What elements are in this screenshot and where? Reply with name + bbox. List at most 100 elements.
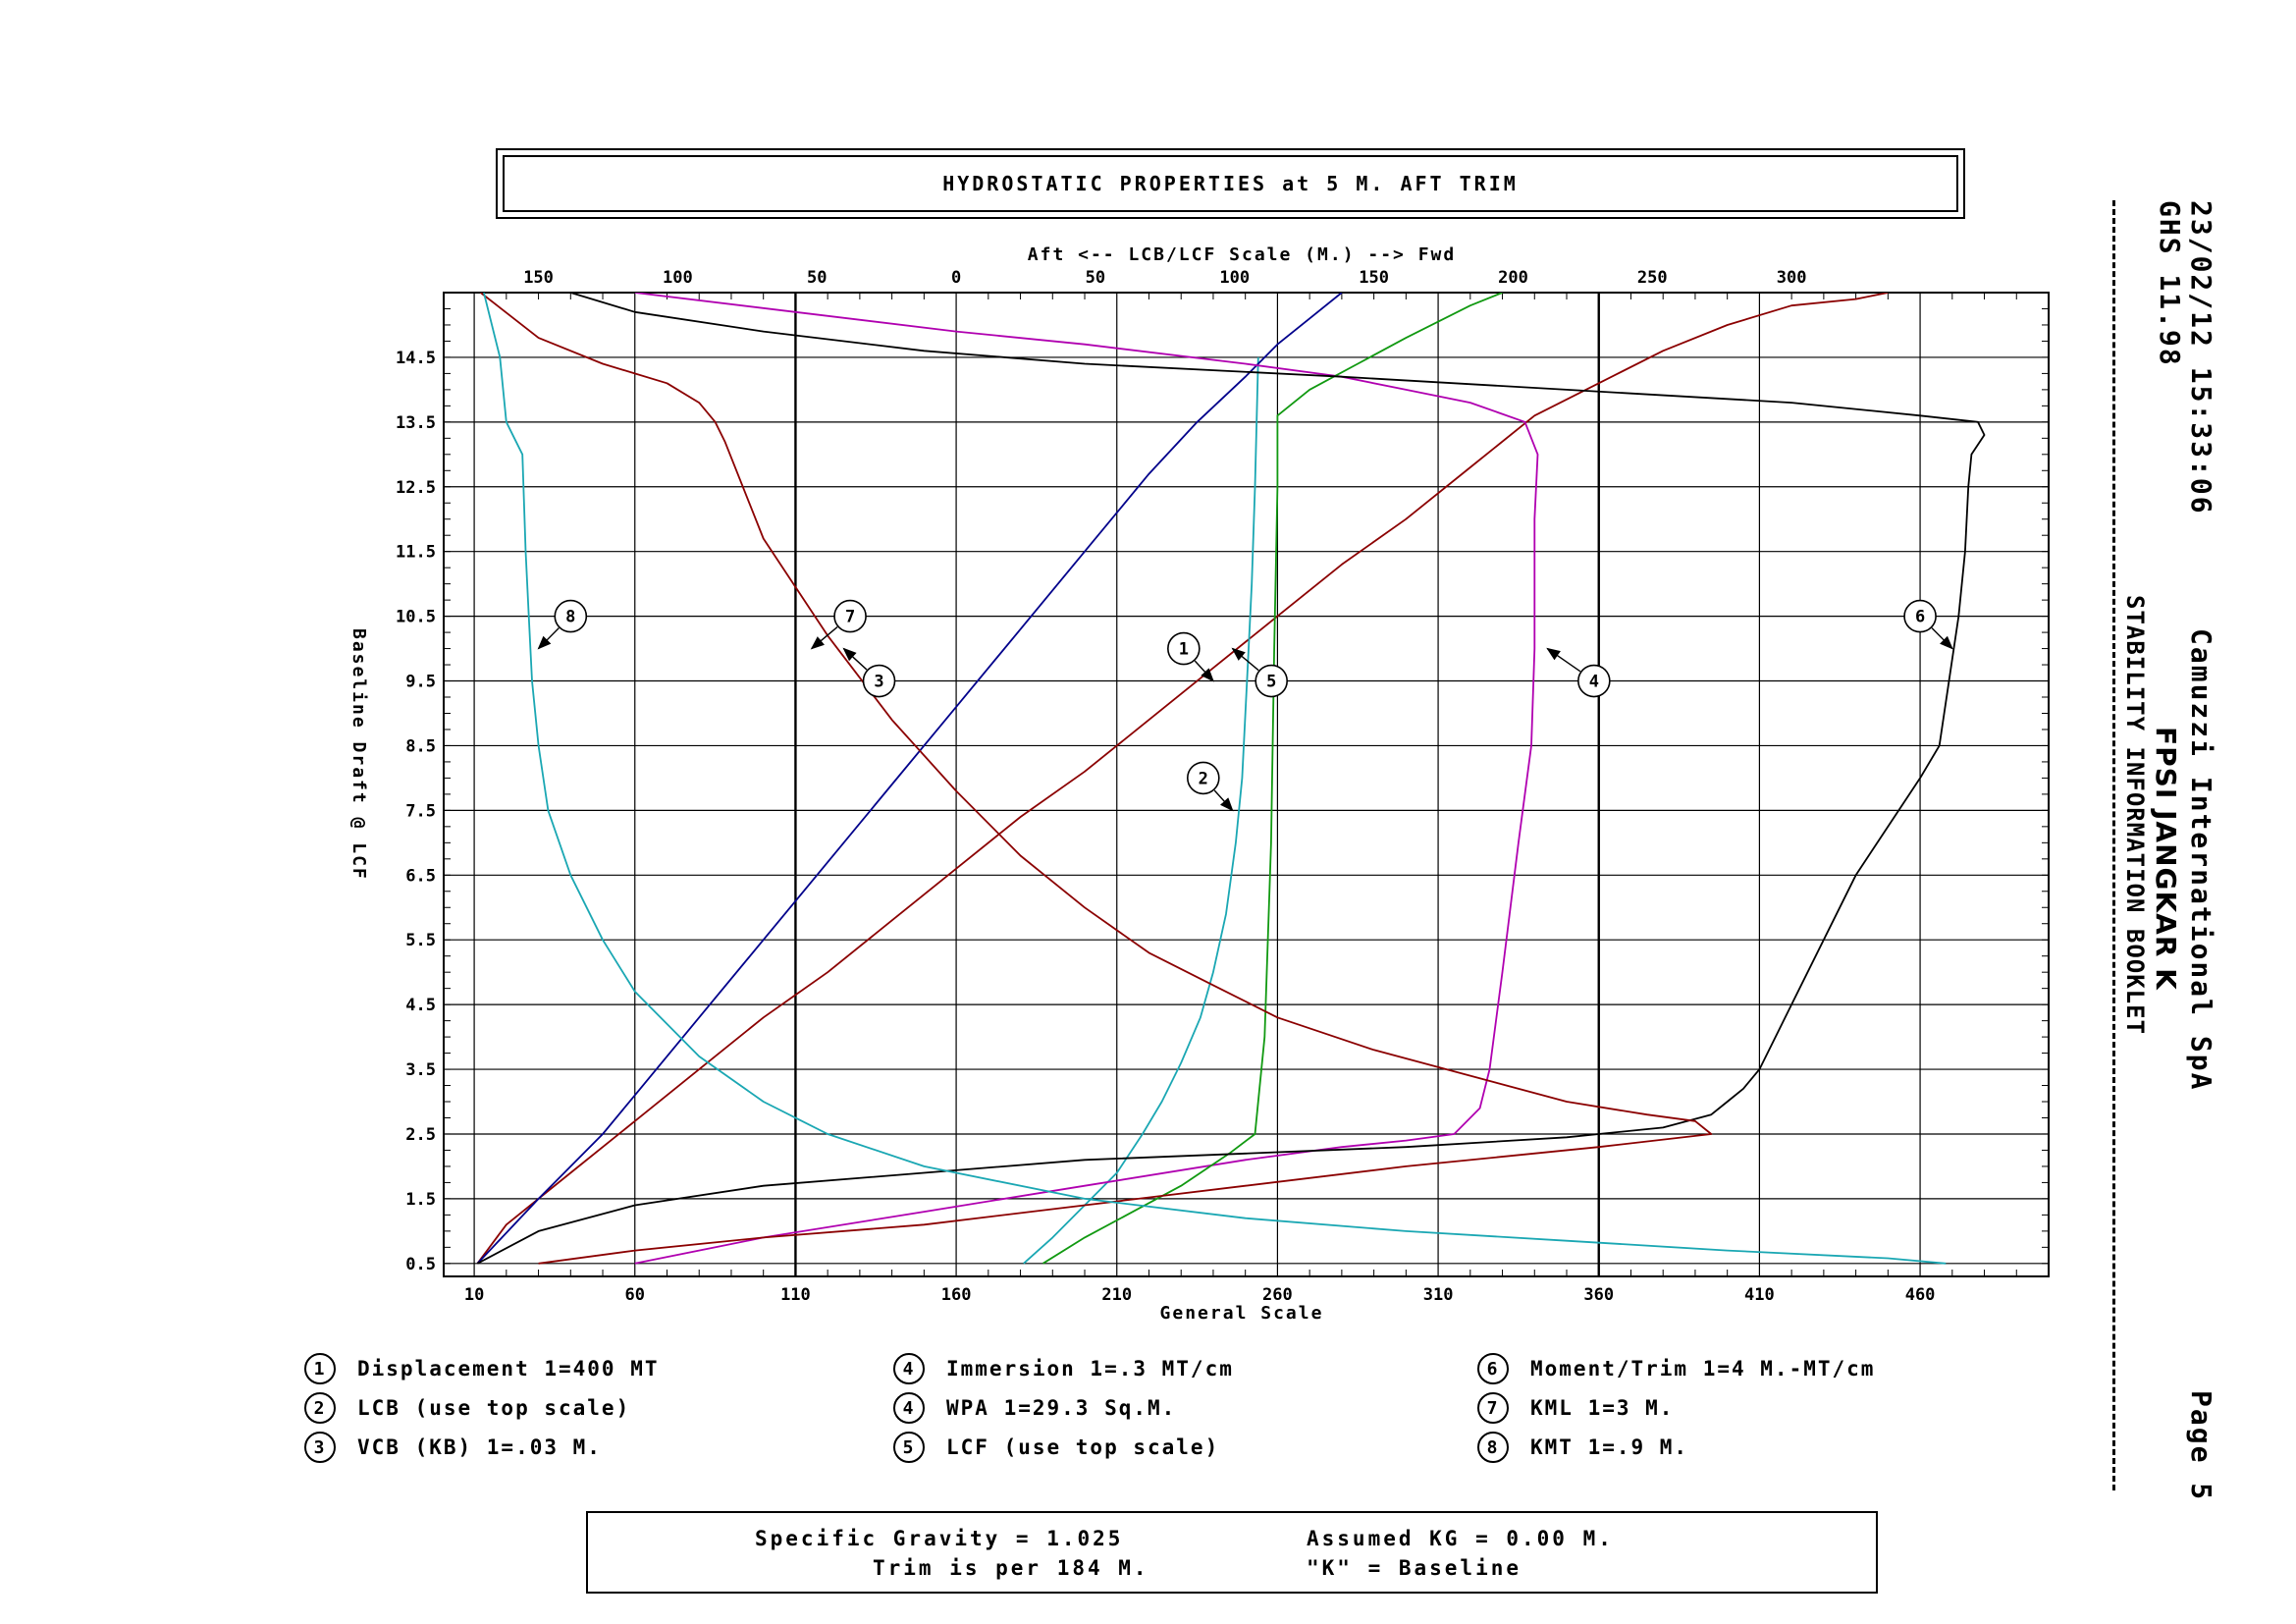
top-tick-label: 50 [807, 268, 827, 288]
series-label-number: 1 [1179, 640, 1189, 660]
kml-curve [480, 293, 1713, 1265]
chart-series-labels: 1 2 3 4 5 6 7 8 [537, 599, 1953, 812]
legend-label: LCF (use top scale) [946, 1435, 1220, 1459]
chart-axes: 10 60 110 160 210 260 310 360 410 4600.51.52.53.5… [396, 268, 2050, 1305]
legend-number: 7 [1477, 1392, 1509, 1424]
x-tick-label: 210 [1101, 1285, 1132, 1305]
series-label-arrow [810, 625, 838, 650]
y-tick-label: 8.5 [405, 736, 436, 756]
legend-number: 1 [304, 1353, 336, 1384]
top-axis-label: Aft <-- LCB/LCF Scale (M.) --> Fwd [1028, 244, 1456, 265]
top-tick-label: 100 [1219, 268, 1250, 288]
series-label-number: 8 [565, 608, 575, 627]
y-tick-label: 4.5 [405, 996, 436, 1015]
top-tick-label: 150 [523, 268, 554, 288]
top-tick-label: 50 [1086, 268, 1105, 288]
legend-item-kml: 7 KML 1=3 M. [1477, 1392, 1674, 1424]
series-label-8: 8 [537, 599, 588, 650]
x-tick-label: 260 [1262, 1285, 1293, 1305]
legend-label: KMT 1=.9 M. [1530, 1435, 1689, 1459]
chart-grid [444, 293, 2049, 1276]
print-datetime: 23/02/12 15:33:06 [2185, 200, 2217, 515]
series-label-arrow [1931, 627, 1953, 650]
chart-title-box: HYDROSTATIC PROPERTIES at 5 M. AFT TRIM [496, 148, 1965, 219]
series-label-number: 6 [1915, 608, 1925, 627]
y-tick-label: 10.5 [396, 608, 436, 627]
y-tick-label: 11.5 [396, 543, 436, 563]
series-label-circle [833, 599, 867, 633]
series-label-number: 2 [1199, 769, 1208, 788]
moment-trim-curve [476, 293, 1986, 1265]
x-tick-label: 160 [941, 1285, 972, 1305]
legend-number: 6 [1477, 1353, 1509, 1384]
assumed-kg: Assumed KG = 0.00 M. [1307, 1527, 1614, 1550]
kmt-curve [483, 293, 1947, 1265]
top-tick-label: 300 [1777, 268, 1807, 288]
legend-item-displacement: 1 Displacement 1=400 MT [304, 1353, 660, 1384]
y-tick-label: 13.5 [396, 413, 436, 433]
legend-item-kmt: 8 KMT 1=.9 M. [1477, 1432, 1688, 1463]
legend-label: Moment/Trim 1=4 M.-MT/cm [1530, 1357, 1876, 1380]
legend-number: 2 [304, 1392, 336, 1424]
legend-item-lcf: 5 LCF (use top scale) [893, 1432, 1219, 1463]
y-tick-label: 6.5 [405, 866, 436, 886]
y-tick-label: 14.5 [396, 349, 436, 368]
series-label-arrow [1231, 647, 1259, 672]
series-label-3: 3 [842, 647, 896, 698]
page-number: Page 5 [2185, 1390, 2217, 1502]
series-label-number: 4 [1589, 673, 1599, 692]
top-tick-label: 0 [951, 268, 961, 288]
x-tick-label: 460 [1905, 1285, 1936, 1305]
software-version: GHS 11.98 [2154, 200, 2186, 367]
trim-basis: Trim is per 184 M. [873, 1556, 1149, 1580]
plot-frame [443, 292, 2050, 1277]
series-label-arrow [1546, 647, 1581, 673]
chart-title: HYDROSTATIC PROPERTIES at 5 M. AFT TRIM [503, 155, 1958, 212]
top-tick-label: 250 [1637, 268, 1668, 288]
legend-item-wpa: 4 WPA 1=29.3 Sq.M. [893, 1392, 1176, 1424]
k-reference: "K" = Baseline [1307, 1556, 1522, 1580]
series-label-circle [1187, 761, 1220, 795]
lcf-curve [1042, 293, 1503, 1265]
top-tick-label: 200 [1498, 268, 1528, 288]
series-label-circle [1577, 664, 1611, 698]
series-label-1: 1 [1167, 631, 1214, 682]
legend-number: 4 [893, 1353, 925, 1384]
series-label-circle [554, 599, 588, 633]
y-axis-label: Baseline Draft @ LCF [348, 628, 369, 881]
series-label-circle [1255, 664, 1288, 698]
x-axis-label: General Scale [1160, 1303, 1324, 1324]
x-tick-label: 60 [625, 1285, 645, 1305]
lcb-curve [1023, 356, 1259, 1265]
y-tick-label: 7.5 [405, 801, 436, 821]
company-name: Camuzzi International SpA [2185, 628, 2217, 1092]
y-tick-label: 2.5 [405, 1125, 436, 1145]
legend-item-vcb: 3 VCB (KB) 1=.03 M. [304, 1432, 602, 1463]
legend-item-immersion: 4 Immersion 1=.3 MT/cm [893, 1353, 1234, 1384]
series-label-arrow [1213, 789, 1234, 812]
y-tick-label: 3.5 [405, 1060, 436, 1080]
series-label-arrow [842, 647, 868, 671]
series-label-circle [862, 664, 896, 698]
top-tick-label: 150 [1359, 268, 1389, 288]
legend-number: 5 [893, 1432, 925, 1463]
series-label-circle [1167, 631, 1201, 666]
legend-number: 4 [893, 1392, 925, 1424]
series-label-number: 5 [1266, 673, 1276, 692]
specific-gravity: Specific Gravity = 1.025 [755, 1527, 1124, 1550]
x-tick-label: 110 [780, 1285, 811, 1305]
legend-label: WPA 1=29.3 Sq.M. [946, 1396, 1177, 1420]
legend-number: 8 [1477, 1432, 1509, 1463]
y-tick-label: 1.5 [405, 1190, 436, 1210]
legend-item-lcb: 2 LCB (use top scale) [304, 1392, 630, 1424]
x-tick-label: 10 [464, 1285, 484, 1305]
legend-label: KML 1=3 M. [1530, 1396, 1675, 1420]
series-label-7: 7 [810, 599, 867, 650]
x-tick-label: 360 [1583, 1285, 1614, 1305]
series-label-5: 5 [1231, 647, 1288, 698]
series-label-6: 6 [1903, 599, 1953, 650]
legend-label: Immersion 1=.3 MT/cm [946, 1357, 1234, 1380]
margin-divider [2112, 200, 2115, 1490]
series-label-number: 3 [874, 673, 883, 692]
